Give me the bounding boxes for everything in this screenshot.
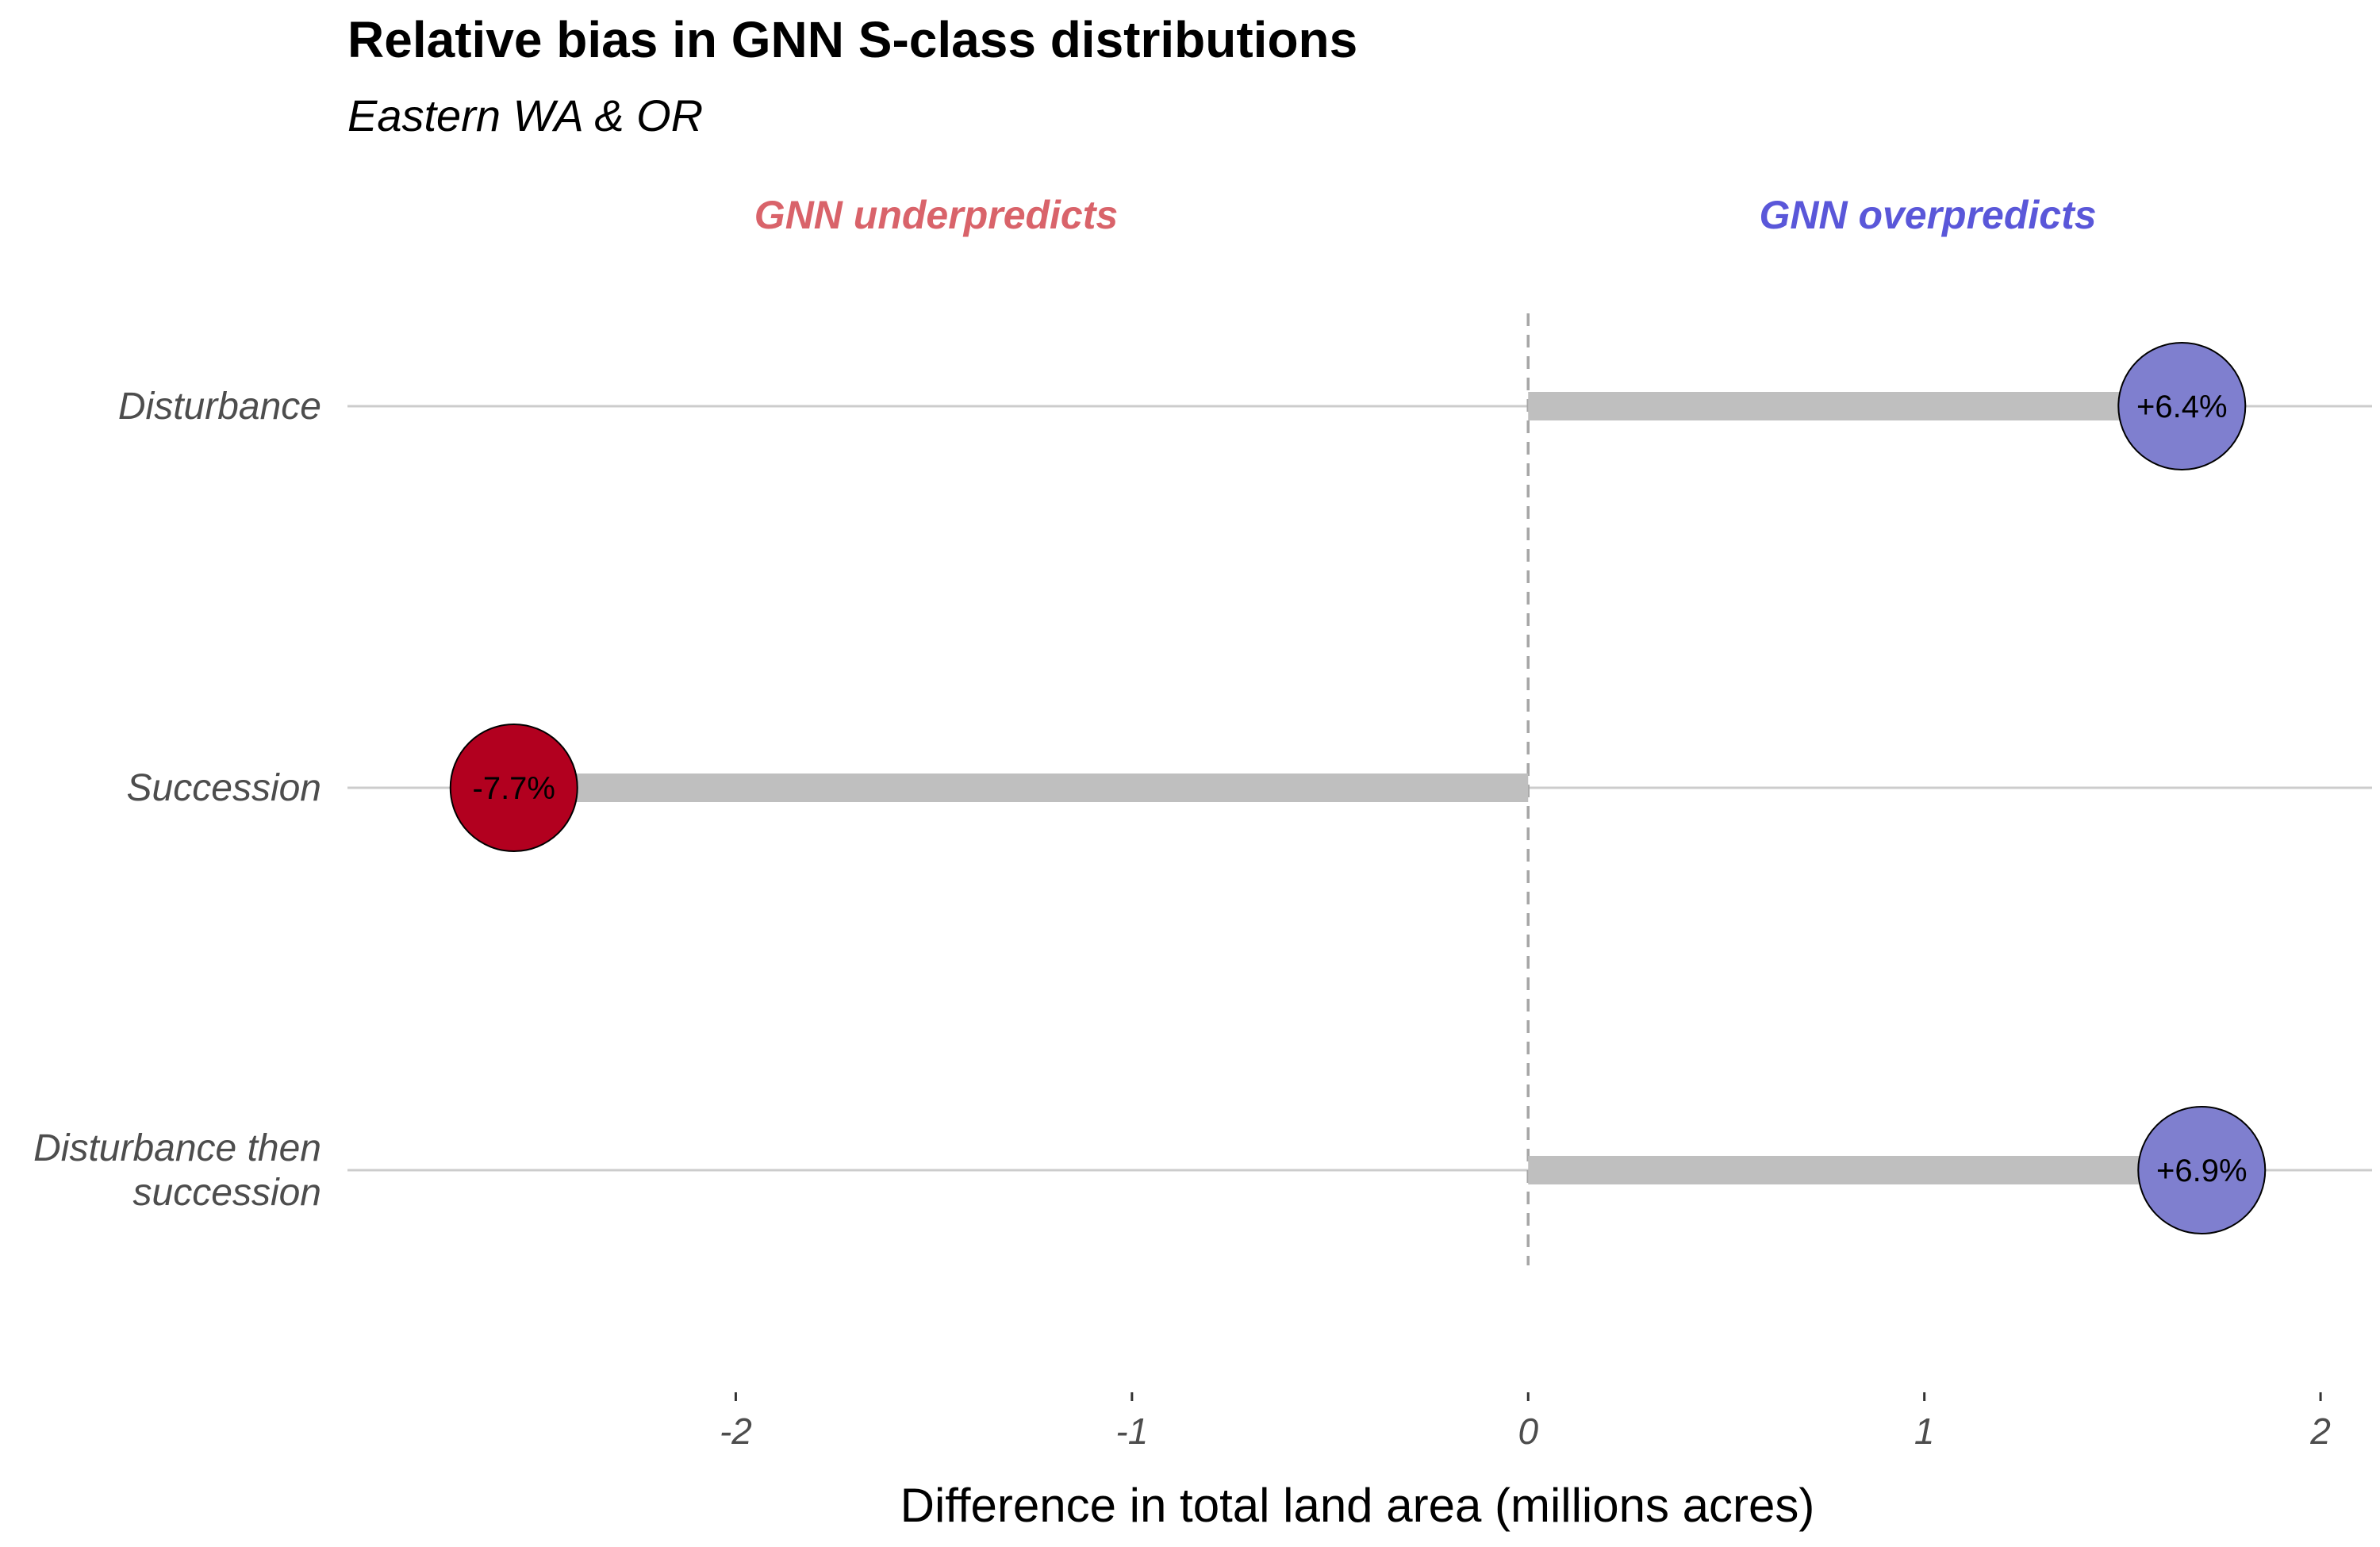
- x-tick-label: 1: [1914, 1411, 1935, 1452]
- point-label: +6.4%: [2136, 390, 2228, 424]
- x-tick-label: 2: [2309, 1411, 2331, 1452]
- point-label: -7.7%: [473, 771, 556, 806]
- x-axis-label: Difference in total land area (millions …: [900, 1479, 1815, 1532]
- chart-subtitle: Eastern WA & OR: [347, 90, 703, 140]
- category-label: Succession: [127, 767, 321, 809]
- annotation-overpredicts: GNN overpredicts: [1759, 193, 2096, 237]
- point-label: +6.9%: [2156, 1154, 2248, 1188]
- x-tick-label: 0: [1518, 1411, 1538, 1452]
- x-tick-label: -1: [1115, 1411, 1148, 1452]
- lollipop-point: [2117, 342, 2247, 470]
- lollipop-point: [449, 724, 578, 852]
- plot-area: +6.4% -7.7% +6.9% Disturbance Succession Dist…: [33, 313, 2372, 1452]
- category-label: Disturbance then: [33, 1127, 321, 1169]
- chart-title: Relative bias in GNN S-class distributio…: [347, 11, 1357, 68]
- category-label: succession: [133, 1172, 321, 1214]
- x-tick-label: -2: [720, 1411, 752, 1452]
- lollipop-point: [2137, 1106, 2267, 1234]
- category-label: Disturbance: [118, 386, 321, 428]
- annotation-underpredicts: GNN underpredicts: [754, 193, 1118, 237]
